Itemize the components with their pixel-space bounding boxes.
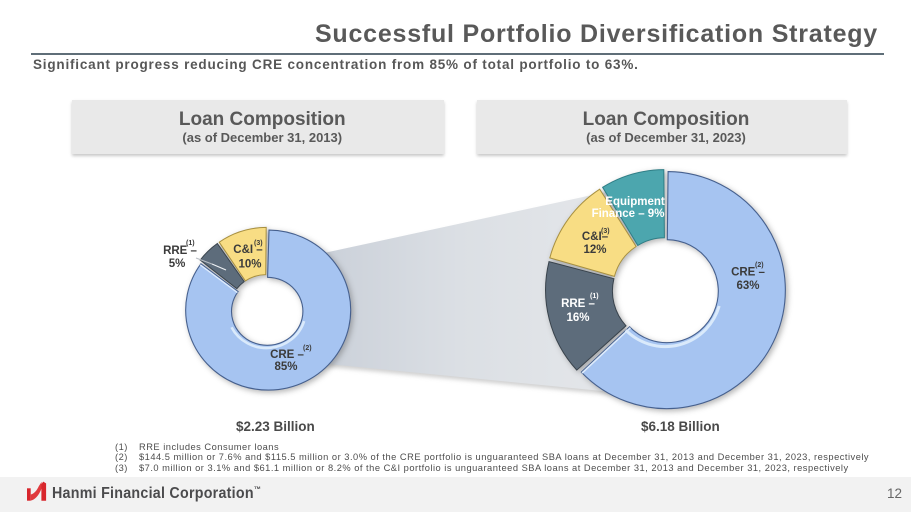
svg-text:RRE –: RRE –	[163, 245, 197, 257]
svg-text:CRE –: CRE –	[270, 349, 304, 361]
svg-text:85%: 85%	[274, 361, 297, 373]
svg-text:12%: 12%	[583, 244, 606, 256]
svg-text:63%: 63%	[736, 280, 759, 292]
svg-text:Finance – 9%: Finance – 9%	[592, 208, 665, 220]
svg-text:(2): (2)	[755, 262, 764, 269]
svg-text:5%: 5%	[169, 258, 186, 270]
svg-text:(1): (1)	[186, 240, 195, 247]
svg-text:16%: 16%	[566, 312, 589, 324]
svg-text:C&I–: C&I–	[582, 231, 609, 243]
svg-text:(3): (3)	[601, 228, 610, 235]
svg-text:(3): (3)	[254, 240, 263, 247]
svg-text:CRE –: CRE –	[731, 267, 765, 279]
svg-text:Equipment: Equipment	[605, 196, 665, 208]
svg-text:(1): (1)	[590, 293, 599, 300]
svg-text:10%: 10%	[238, 259, 261, 271]
svg-text:RRE –: RRE –	[561, 298, 595, 310]
svg-text:C&I –: C&I –	[233, 244, 263, 256]
svg-text:(2): (2)	[303, 345, 312, 352]
